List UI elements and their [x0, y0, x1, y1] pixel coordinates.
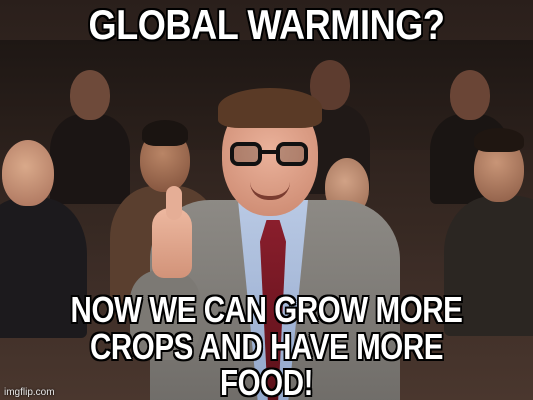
- thumb-tip: [166, 186, 182, 220]
- host-figure: [130, 88, 430, 400]
- bottom-caption: NOW WE CAN GROW MORE CROPS AND HAVE MORE…: [48, 289, 485, 400]
- glasses-icon: [230, 142, 312, 168]
- bottom-caption-line-2: CROPS AND HAVE MORE FOOD!: [89, 325, 444, 400]
- host-smile: [250, 182, 290, 200]
- host-arm: [130, 270, 200, 360]
- top-caption: GLOBAL WARMING?: [88, 1, 445, 48]
- host-hair: [218, 88, 322, 128]
- watermark: imgflip.com: [4, 387, 55, 398]
- bottom-caption-line-1: NOW WE CAN GROW MORE: [70, 289, 463, 330]
